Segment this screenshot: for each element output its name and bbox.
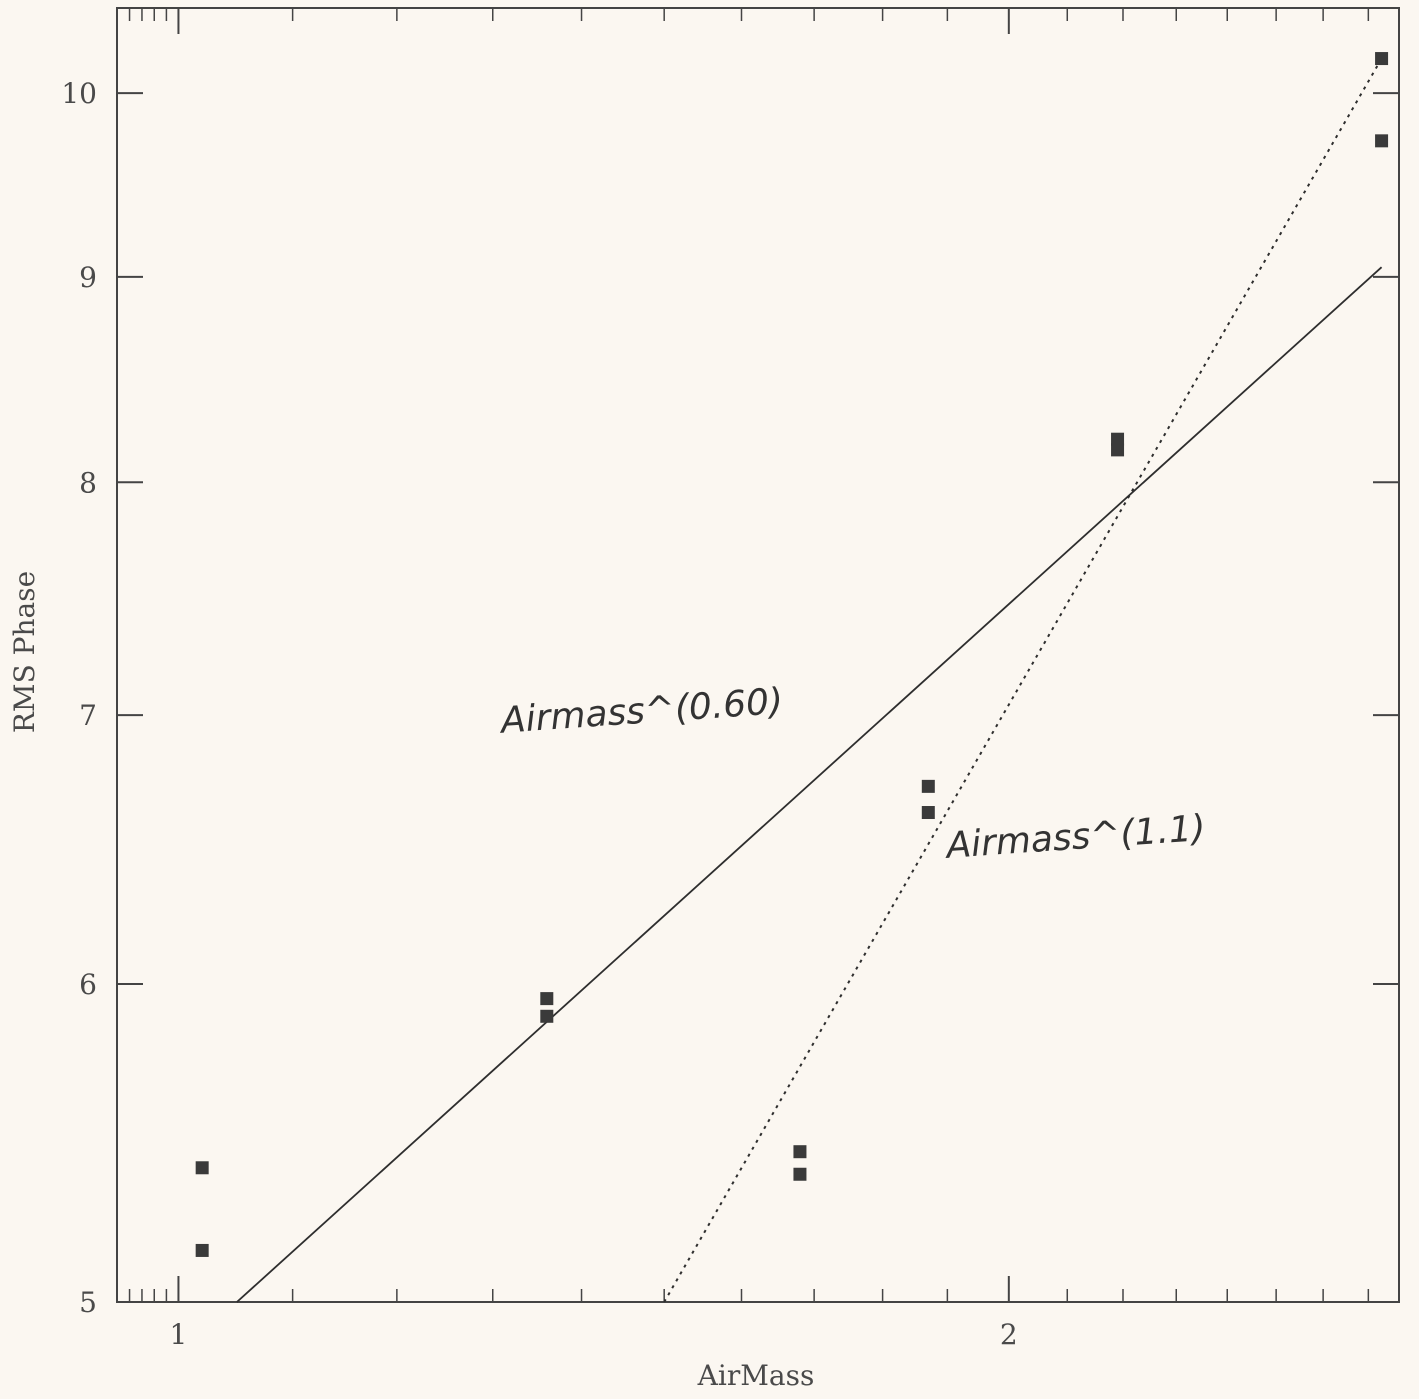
data-points — [195, 52, 1389, 1257]
data-point — [1111, 432, 1125, 446]
data-point — [793, 1167, 807, 1181]
data-point — [921, 779, 935, 793]
data-point — [1375, 134, 1389, 148]
y-tick-label: 9 — [79, 261, 97, 294]
y-tick-label: 7 — [79, 699, 97, 732]
y-tick-label: 6 — [79, 968, 97, 1001]
data-point — [540, 992, 554, 1006]
axis-ticks — [117, 8, 1399, 1303]
fit-lines — [236, 58, 1383, 1303]
x-axis-label: AirMass — [697, 1359, 815, 1392]
data-point — [793, 1145, 807, 1159]
data-point — [195, 1161, 209, 1175]
y-tick-label: 8 — [79, 466, 97, 499]
y-tick-label: 10 — [61, 77, 97, 110]
data-point — [195, 1243, 209, 1257]
annotations: Airmass^(0.60) Airmass^(1.1) — [498, 681, 1207, 867]
x-tick-label: 2 — [1000, 1318, 1018, 1351]
y-tick-label: 5 — [79, 1286, 97, 1319]
dotted-fit-line — [663, 58, 1383, 1303]
annotation-airmass-11: Airmass^(1.1) — [943, 808, 1207, 867]
x-tick-label: 1 — [170, 1318, 188, 1351]
tick-labels: 1 2 5 6 7 8 9 10 — [61, 77, 1017, 1351]
data-point — [921, 806, 935, 820]
annotation-airmass-060: Airmass^(0.60) — [498, 681, 785, 742]
y-axis-label: RMS Phase — [8, 571, 41, 733]
plot-frame — [116, 7, 1400, 1303]
solid-fit-line — [236, 266, 1383, 1303]
data-point — [1375, 52, 1389, 66]
data-point — [1111, 443, 1125, 457]
data-point — [540, 1009, 554, 1023]
